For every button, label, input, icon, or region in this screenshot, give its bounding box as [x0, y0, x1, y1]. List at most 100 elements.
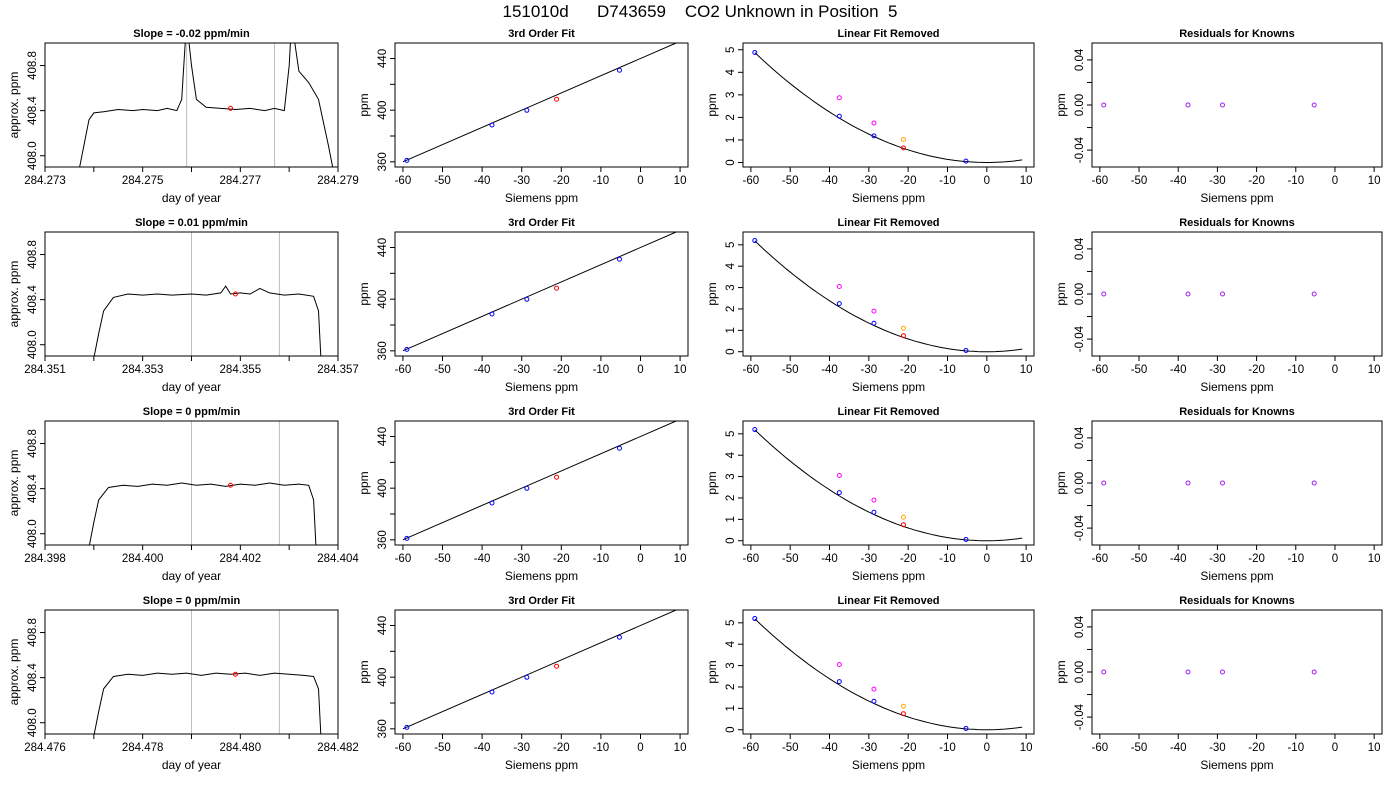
panel-3-0-xtick-label-0: 284.476	[24, 742, 66, 754]
panel-0-3-data-point-3	[1311, 102, 1317, 108]
panel-1-3-ytick-label-1: 0.00	[1074, 283, 1086, 305]
panel-2-2-data-point-6	[871, 497, 877, 503]
panel-3-2-xtick-label-5: -10	[939, 742, 956, 754]
panel-3-2-ytick-label-2: 2	[725, 684, 737, 690]
panel-3-3-ytick-label-2: 0.04	[1074, 615, 1086, 638]
panel-2-2-xtick-label-5: -10	[939, 553, 956, 565]
panel-3-2-xtick-label-0: -60	[743, 742, 760, 754]
panel-2-1-ylabel: ppm	[357, 471, 371, 494]
panel-1-0-xtick-label-1: 284.353	[122, 364, 164, 376]
panel-0-1-ytick-label-0: 360	[377, 152, 389, 171]
panel-1-2-frame	[742, 231, 1035, 357]
panel-2-2-fit-curve	[754, 429, 1023, 542]
panel-3-1-data-point-3	[554, 663, 560, 669]
panel-3-0-xtick-label-2: 284.480	[220, 742, 262, 754]
panel-0-3-xtick-label-7: 10	[1368, 175, 1381, 187]
panel-0-1-ytick-label-1: 400	[377, 101, 389, 120]
panel-0-0-ytick-label-2: 408.8	[27, 51, 39, 80]
panel-1-2-xtick-label-6: 0	[984, 364, 990, 376]
panel-0-1-xlabel: Siemens ppm	[505, 191, 578, 205]
panel-3-3-data-point-3	[1311, 669, 1317, 675]
panel-3-1-frame	[394, 609, 689, 735]
panel-2-2-ytick-label-2: 2	[725, 495, 737, 501]
panel-3-2-xlabel: Siemens ppm	[852, 758, 925, 772]
panel-2-3-data-point-1	[1185, 480, 1191, 486]
panel-3-3-xtick-label-6: 0	[1332, 742, 1338, 754]
panel-2-1-xtick-label-0: -60	[395, 553, 412, 565]
panel-3-2-xtick-label-6: 0	[984, 742, 990, 754]
panel-2-2-xtick-label-7: 10	[1020, 553, 1033, 565]
panel-1-0-xlabel: day of year	[162, 380, 221, 394]
panel-1-1-xtick-label-2: -40	[474, 364, 491, 376]
panel-0-2-title: Linear Fit Removed	[837, 28, 939, 40]
panel-2-2-frame	[742, 420, 1035, 546]
panel-1-1-ytick-label-2: 440	[377, 238, 389, 257]
panel-0-2-ytick-label-2: 2	[725, 114, 737, 120]
panel-0-0-ytick-label-1: 408.4	[27, 96, 39, 125]
panel-1-3-xtick-label-5: -10	[1287, 364, 1304, 376]
panel-1-0-ytick-label-0: 408.0	[27, 330, 39, 359]
panel-2-2-data-point-7	[900, 514, 906, 520]
panel-2-0-ytick-label-2: 408.8	[27, 429, 39, 458]
panel-2-2-data-point-2	[871, 509, 877, 515]
panel-3-0-trace-line	[93, 672, 322, 734]
panel-2-2-xlabel: Siemens ppm	[852, 569, 925, 583]
panel-1-1-data-point-4	[617, 256, 623, 262]
panel-3-3-xtick-label-7: 10	[1368, 742, 1381, 754]
panel-3-3-xtick-label-0: -60	[1092, 742, 1109, 754]
panel-3-2-xtick-label-7: 10	[1020, 742, 1033, 754]
panel-1-0-xtick-label-3: 284.357	[317, 364, 359, 376]
panel-2-2-xtick-label-4: -20	[900, 553, 917, 565]
panel-1-2-xtick-label-3: -30	[861, 364, 878, 376]
panel-0-2-data-point-3	[900, 145, 906, 151]
panel-1-3-ytick-label-2: 0.04	[1074, 237, 1086, 260]
panel-0-3-data-point-1	[1185, 102, 1191, 108]
panel-3-3-xtick-label-4: -20	[1248, 742, 1265, 754]
panel-2-1-data-point-4	[617, 445, 623, 451]
panel-2-2-ytick-label-1: 1	[725, 516, 737, 522]
panel-1-1-data-point-0	[404, 346, 410, 352]
panel-1-3-ylabel: ppm	[1054, 282, 1068, 305]
panel-0-3-data-point-0	[1101, 102, 1107, 108]
panel-0-3-xtick-label-4: -20	[1248, 175, 1265, 187]
panel-0-1-xtick-label-7: 10	[674, 175, 687, 187]
panel-2-2-data-point-0	[752, 427, 758, 433]
panel-0-1-xtick-label-4: -20	[553, 175, 570, 187]
panel-3-1-xtick-label-5: -10	[593, 742, 610, 754]
panel-3-2-xtick-label-1: -50	[782, 742, 799, 754]
panel-0-3-xtick-label-6: 0	[1332, 175, 1338, 187]
panel-2-3-title: Residuals for Knowns	[1179, 406, 1295, 418]
panel-1-0-xtick-label-0: 284.351	[24, 364, 66, 376]
panel-2-2-data-point-3	[900, 522, 906, 528]
panel-3-1-data-point-2	[524, 674, 530, 680]
panel-2-1-xtick-label-5: -10	[593, 553, 610, 565]
panel-2-2-data-point-4	[963, 536, 969, 542]
panel-2-2-title: Linear Fit Removed	[837, 406, 939, 418]
panel-1-2-data-point-0	[752, 238, 758, 244]
panel-3-3-ylabel: ppm	[1054, 660, 1068, 683]
panel-1-0-xtick-label-2: 284.355	[220, 364, 262, 376]
panel-0-0-marker-point	[228, 105, 234, 111]
panel-0-1-data-point-4	[617, 67, 623, 73]
panel-3-1-xtick-label-3: -30	[513, 742, 530, 754]
panel-3-3-title: Residuals for Knowns	[1179, 595, 1295, 607]
panel-1-2-xtick-label-4: -20	[900, 364, 917, 376]
panel-1-2-xtick-label-2: -40	[821, 364, 838, 376]
panel-1-3-xtick-label-7: 10	[1368, 364, 1381, 376]
panel-1-1-xtick-label-0: -60	[395, 364, 412, 376]
panel-0-2-xtick-label-0: -60	[743, 175, 760, 187]
panel-3-2-data-point-2	[871, 698, 877, 704]
panel-3-1-xtick-label-1: -50	[434, 742, 451, 754]
panel-1-2-data-point-7	[900, 325, 906, 331]
panel-0-2-ytick-label-4: 4	[725, 69, 737, 76]
panel-2-3-data-point-2	[1220, 480, 1225, 486]
panel-1-2-xtick-label-0: -60	[743, 364, 760, 376]
panel-0-3-title: Residuals for Knowns	[1179, 28, 1295, 40]
panel-0-3-xtick-label-3: -30	[1209, 175, 1226, 187]
panel-0-2-data-point-0	[752, 49, 758, 55]
panel-0-1-ylabel: ppm	[357, 93, 371, 116]
panel-1-3-xtick-label-2: -40	[1170, 364, 1187, 376]
panel-0-2-ytick-label-5: 5	[725, 47, 737, 53]
panel-0-3-xtick-label-0: -60	[1092, 175, 1109, 187]
panel-0-3-xlabel: Siemens ppm	[1200, 191, 1273, 205]
